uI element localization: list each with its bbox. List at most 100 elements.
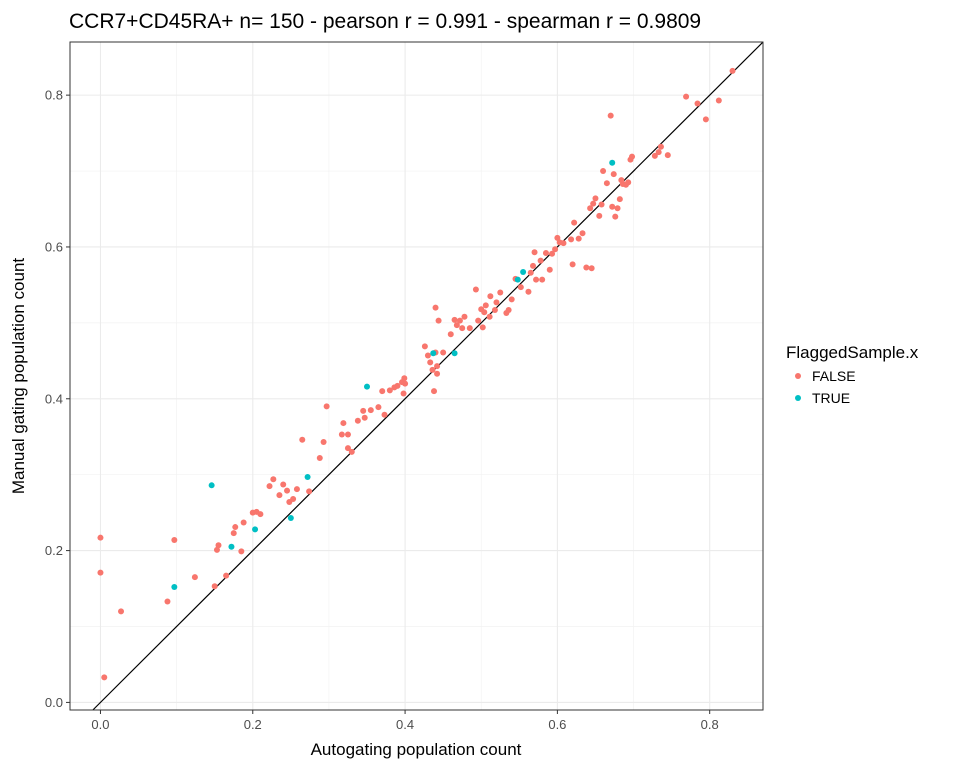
identity-reference-line [92, 41, 764, 711]
scatter-point-false [240, 519, 247, 526]
scatter-point-false [299, 436, 306, 443]
scatter-point-false [344, 431, 351, 438]
scatter-point-false [344, 445, 351, 452]
scatter-point-false [587, 205, 594, 212]
legend-label-false: FALSE [812, 368, 856, 384]
scatter-point-false [531, 249, 538, 256]
scatter-point-false [542, 250, 549, 257]
scatter-point-false [549, 250, 556, 257]
scatter-point-false [257, 511, 264, 518]
scatter-point-false [435, 317, 442, 324]
scatter-point-false [466, 325, 473, 332]
scatter-point-false [451, 316, 458, 323]
scatter-point-false [402, 380, 409, 387]
scatter-point-false [482, 302, 489, 309]
scatter-point-false [683, 93, 690, 100]
scatter-point-false [598, 201, 605, 208]
scatter-point-false [481, 309, 488, 316]
scatter-point-false [338, 431, 345, 438]
scatter-point-false [552, 246, 559, 253]
scatter-point-false [400, 390, 407, 397]
x-axis: 0.0 0.2 0.4 0.6 0.8 [91, 710, 719, 732]
scatter-point-false [568, 236, 575, 243]
scatter-point-false [230, 530, 237, 537]
scatter-point-false [164, 598, 171, 605]
scatter-point-false [525, 288, 532, 295]
scatter-point-false [588, 265, 595, 272]
scatter-point-false [571, 219, 578, 226]
x-tick-label: 0.4 [396, 717, 414, 732]
scatter-point-true [520, 269, 527, 276]
scatter-point-false [612, 213, 619, 220]
scatter-point-false [367, 407, 374, 414]
data-points [97, 67, 736, 681]
scatter-point-false [614, 205, 621, 212]
scatter-point-true [228, 543, 235, 550]
y-tick-label: 0.8 [45, 88, 63, 103]
scatter-point-true [451, 350, 458, 357]
legend-label-true: TRUE [812, 390, 850, 406]
plot-panel [70, 42, 763, 710]
scatter-point-false [607, 112, 614, 119]
scatter-point-false [475, 317, 482, 324]
scatter-point-false [527, 269, 534, 276]
scatter-point-false [459, 325, 466, 332]
scatter-point-false [191, 574, 198, 581]
major-gridlines [70, 42, 763, 710]
x-axis-title: Autogating population count [311, 740, 522, 759]
scatter-point-false [517, 284, 524, 291]
scatter-point-false [569, 261, 576, 268]
scatter-point-false [625, 179, 632, 186]
scatter-point-false [694, 100, 701, 107]
scatter-point-false [266, 483, 273, 490]
scatter-point-false [702, 116, 709, 123]
scatter-point-false [579, 230, 586, 237]
scatter-point-false [280, 481, 287, 488]
legend-title: FlaggedSample.x [786, 343, 919, 362]
scatter-point-false [657, 143, 664, 150]
scatter-point-false [600, 168, 607, 175]
x-tick-label: 0.8 [701, 717, 719, 732]
scatter-point-false [715, 97, 722, 104]
scatter-point-false [434, 363, 441, 370]
scatter-point-true [609, 159, 616, 166]
scatter-point-false [118, 608, 125, 615]
scatter-point-false [401, 375, 408, 382]
scatter-point-false [461, 313, 468, 320]
chart-title: CCR7+CD45RA+ n= 150 - pearson r = 0.991 … [69, 10, 701, 33]
scatter-point-false [546, 266, 553, 273]
scatter-point-false [424, 352, 431, 359]
scatter-point-false [616, 196, 623, 203]
scatter-point-false [533, 276, 540, 283]
scatter-point-false [434, 370, 441, 377]
scatter-point-false [394, 382, 401, 389]
scatter-point-false [213, 546, 220, 553]
scatter-point-false [306, 488, 313, 495]
scatter-point-true [304, 473, 311, 480]
scatter-point-false [432, 304, 439, 311]
scatter-point-false [361, 414, 368, 421]
scatter-point-false [537, 257, 544, 264]
scatter-point-false [232, 524, 239, 531]
scatter-point-false [316, 454, 323, 461]
scatter-point-false [348, 448, 355, 455]
scatter-point-true [430, 350, 437, 357]
scatter-point-false [508, 296, 515, 303]
scatter-point-true [514, 276, 521, 283]
scatter-point-true [208, 482, 215, 489]
scatter-point-false [101, 674, 108, 681]
scatter-point-false [340, 420, 347, 427]
scatter-point-false [497, 289, 504, 296]
plot-border [69, 41, 764, 711]
scatter-point-false [456, 317, 463, 324]
scatter-point-false [596, 212, 603, 219]
scatter-point-false [293, 486, 300, 493]
scatter-point-false [472, 286, 479, 293]
scatter-point-false [486, 313, 493, 320]
scatter-point-false [505, 306, 512, 313]
scatter-point-false [453, 322, 460, 329]
scatter-point-false [386, 387, 393, 394]
scatter-point-false [530, 262, 537, 269]
y-axis: 0.0 0.2 0.4 0.6 0.8 [45, 88, 70, 710]
